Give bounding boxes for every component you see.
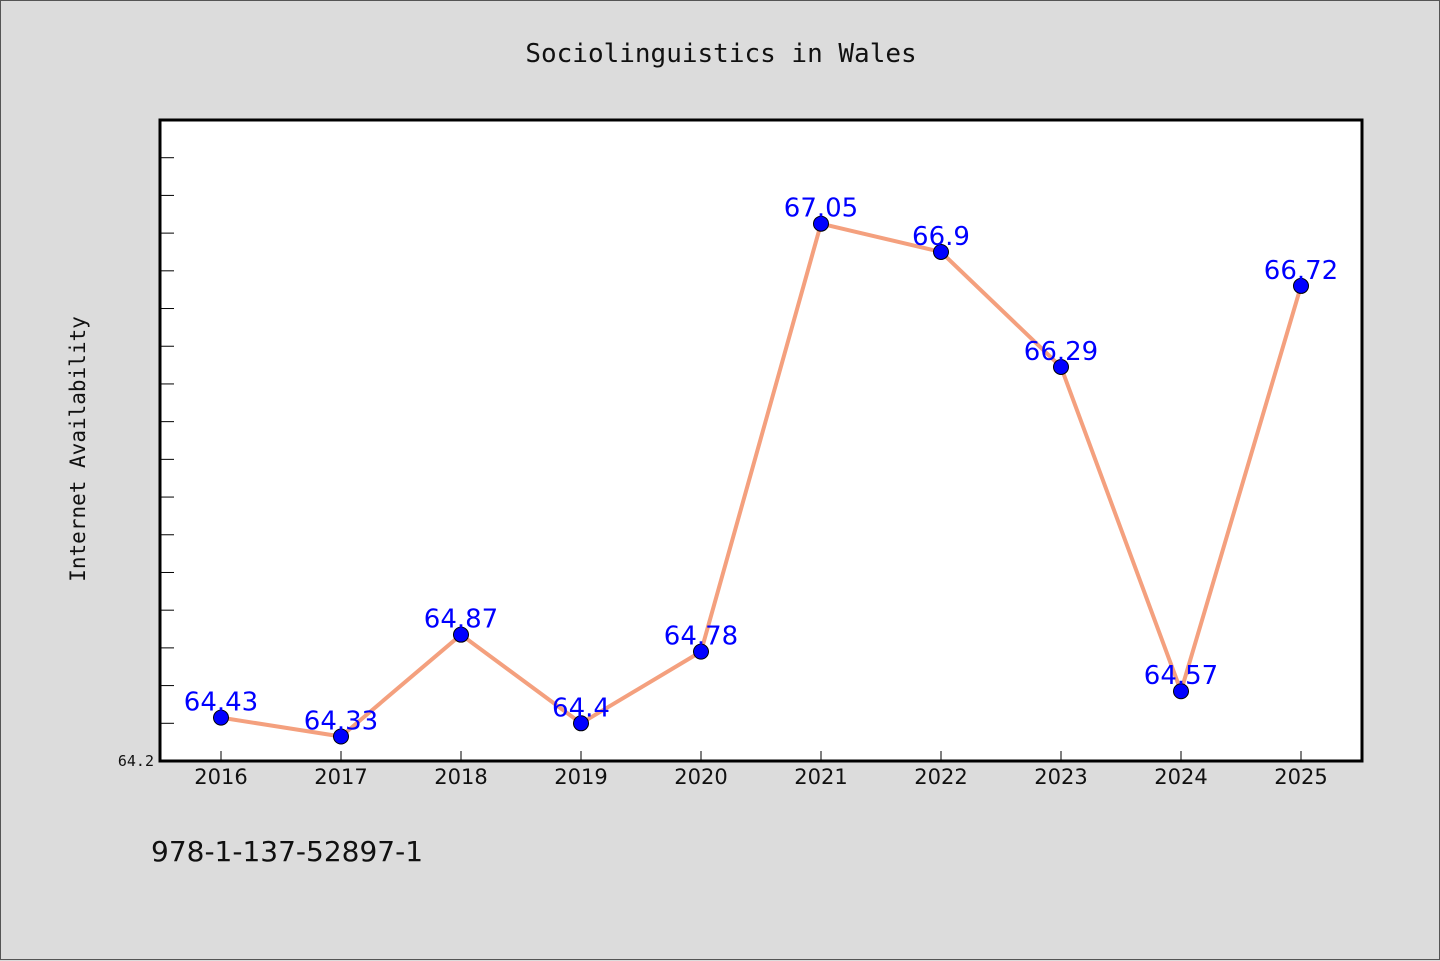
x-tick-label: 2016 [194,765,247,789]
x-tick-label: 2023 [1034,765,1087,789]
x-tick-label: 2017 [314,765,367,789]
data-label: 67.05 [784,194,858,224]
data-label: 64.57 [1144,661,1218,691]
data-label: 64.43 [184,688,258,718]
data-point [453,626,469,643]
y-axis-ticks: 64.2 [118,119,174,770]
x-tick-label: 2022 [914,765,967,789]
x-tick-label: 2018 [434,765,487,789]
x-tick-label: 2024 [1154,765,1207,789]
data-label: 64.4 [552,693,610,723]
data-label: 66.72 [1264,256,1338,286]
series-line-group: 64.43 64.33 64.87 64.4 64.78 67.05 66.9 66.29 64… [184,194,1338,745]
x-tick-label: 2019 [554,765,607,789]
x-tick-label: 2021 [794,765,847,789]
data-point [693,643,709,660]
data-point [213,709,229,726]
data-label: 64.78 [664,622,738,652]
y-tick-label: 64.2 [118,752,154,770]
data-label: 66.29 [1024,337,1098,367]
x-tick-label: 2020 [674,765,727,789]
data-point [1293,277,1309,294]
data-point [813,215,829,232]
data-point [1053,358,1069,375]
footer-isbn: 978-1-137-52897-1 [151,835,424,868]
data-point [573,715,589,732]
data-point [1173,683,1189,700]
data-point [333,728,349,745]
y-axis-label: Internet Availability [66,316,90,582]
data-point [933,243,949,260]
data-label: 64.87 [424,605,498,635]
series-line [219,221,1303,739]
x-tick-label: 2025 [1274,765,1327,789]
chart-title: Sociolinguistics in Wales [525,39,916,69]
x-axis-ticks: 2016 2017 2018 2019 2020 2021 2022 2023 2024 2025 [194,751,1328,789]
data-label: 64.33 [304,706,378,736]
data-label: 66.9 [912,222,970,252]
